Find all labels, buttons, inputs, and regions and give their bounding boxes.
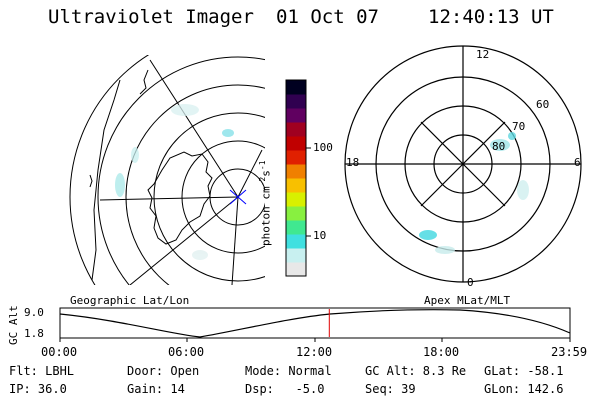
date-readout: 01 Oct 07	[276, 6, 379, 28]
x-tick-label: 18:00	[423, 345, 460, 359]
aurora-patch	[490, 139, 510, 151]
colorbar-stop	[286, 206, 306, 221]
lat-ring	[181, 140, 265, 254]
timeline-left-caption: Geographic Lat/Lon	[70, 294, 190, 307]
colorbar-stop	[286, 136, 306, 151]
x-tick-label: 06:00	[168, 345, 205, 359]
dsp-readout: Dsp: -5.0	[245, 382, 325, 396]
spacecraft-marker	[229, 189, 247, 205]
colorbar-stop	[286, 80, 306, 95]
meridian-line	[129, 196, 239, 285]
mlat-label: 60	[536, 98, 550, 111]
meridian-line	[149, 59, 239, 198]
colorbar-tick-label: 10	[313, 229, 327, 242]
colorbar-stop	[286, 122, 306, 137]
antarctica-coastline	[147, 151, 213, 245]
coastline	[139, 69, 149, 95]
filter-readout: Flt: LBHL	[9, 364, 75, 378]
colorbar-stop	[286, 234, 306, 249]
aurora-patch	[171, 104, 199, 116]
altitude-curve	[59, 309, 571, 338]
colorbar-stop	[286, 164, 306, 179]
timeline-y-max: 9.0	[24, 306, 44, 319]
aurora-patch	[131, 147, 139, 163]
mlt-label: 12	[476, 48, 490, 61]
colorbar-stop	[286, 178, 306, 193]
glat-readout: GLat: -58.1	[484, 364, 564, 378]
door-readout: Door: Open	[127, 364, 200, 378]
lat-ring	[69, 55, 150, 285]
aurora-patch	[419, 230, 437, 240]
aurora-patch	[435, 246, 455, 254]
glon-readout: GLon: 142.6	[484, 382, 564, 396]
colorbar-tick-label: 100	[313, 141, 333, 154]
aurora-patch	[517, 180, 529, 200]
lat-ring	[153, 112, 265, 282]
colorbar-stop	[286, 262, 306, 277]
timeline-right-caption: Apex MLat/MLT	[424, 294, 511, 307]
colorbar-stop	[286, 94, 306, 109]
aurora-patch	[222, 129, 234, 137]
meridian-line	[231, 196, 239, 285]
timeline-y-min: 1.8	[24, 327, 44, 340]
lat-ring	[97, 56, 265, 285]
polar-axis	[420, 121, 506, 207]
mlat-label: 70	[512, 120, 526, 133]
colorbar-stop	[286, 220, 306, 235]
aurora-patch	[508, 132, 516, 140]
colorbar-stop	[286, 248, 306, 263]
x-tick-label: 00:00	[41, 345, 78, 359]
gc-alt-readout: GC Alt: 8.3 Re	[365, 364, 467, 378]
meridian-line	[237, 149, 263, 198]
colorbar-stop	[286, 150, 306, 165]
seq-readout: Seq: 39	[365, 382, 416, 396]
time-readout: 12:40:13 UT	[428, 6, 554, 28]
mlt-label: 6	[574, 156, 581, 169]
aurora-patch	[115, 173, 125, 197]
app-title: Ultraviolet Imager	[48, 6, 254, 28]
x-tick-label: 12:00	[296, 345, 333, 359]
ip-readout: IP: 36.0	[9, 382, 67, 396]
mlat-label: 80	[492, 140, 506, 153]
mlt-label: 18	[346, 156, 360, 169]
colorbar-stop	[286, 108, 306, 123]
gain-readout: Gain: 14	[127, 382, 185, 396]
coastline	[91, 79, 121, 281]
coastline	[89, 174, 93, 188]
x-tick-label: 23:59	[551, 345, 588, 359]
mode-readout: Mode: Normal	[245, 364, 332, 378]
colorbar-stop	[286, 192, 306, 207]
lat-ring	[209, 168, 265, 226]
lat-ring	[125, 84, 265, 285]
mlt-label: 0	[467, 276, 474, 289]
meridian-line	[99, 196, 239, 201]
aurora-patch	[192, 250, 208, 260]
